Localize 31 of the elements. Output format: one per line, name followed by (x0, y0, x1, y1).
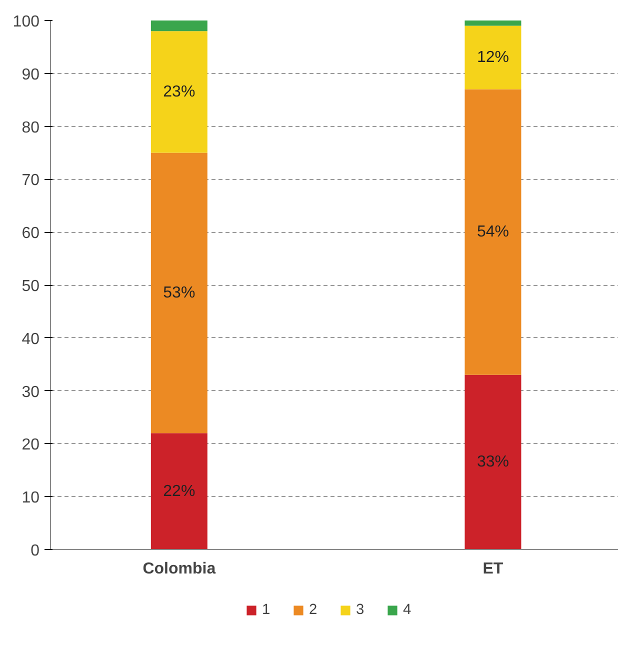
y-tick-label: 0 (30, 542, 40, 560)
data-label: 23% (163, 83, 196, 100)
bar (150, 31, 208, 153)
data-label: 33% (476, 454, 509, 471)
y-tick-label: 70 (22, 172, 40, 190)
bar (150, 20, 208, 32)
bar (464, 20, 522, 26)
y-tick-label: 10 (22, 490, 40, 507)
y-tick-label: 40 (22, 330, 40, 348)
bar (150, 433, 208, 550)
y-tick-label: 50 (22, 278, 40, 295)
data-label: 22% (163, 482, 196, 500)
data-label: 54% (476, 224, 509, 241)
x-tick-label: ET (482, 560, 504, 578)
bar (464, 374, 522, 550)
data-label: 12% (476, 49, 509, 66)
bar (150, 152, 208, 434)
x-tick-label: Colombia (142, 560, 216, 578)
y-tick-label: 60 (22, 225, 40, 242)
bar (464, 89, 522, 375)
y-tick-label: 30 (22, 384, 40, 401)
bar (464, 26, 522, 90)
legend-label: 3 (356, 602, 366, 618)
data-label: 53% (163, 284, 196, 302)
y-tick-label: 100 (12, 14, 40, 30)
legend-label: 1 (262, 602, 272, 618)
y-tick-label: 20 (22, 436, 40, 454)
legend-label: 2 (309, 602, 318, 618)
legend-label: 4 (403, 602, 412, 618)
y-tick-label: 90 (22, 66, 40, 84)
y-tick-label: 80 (22, 119, 40, 136)
